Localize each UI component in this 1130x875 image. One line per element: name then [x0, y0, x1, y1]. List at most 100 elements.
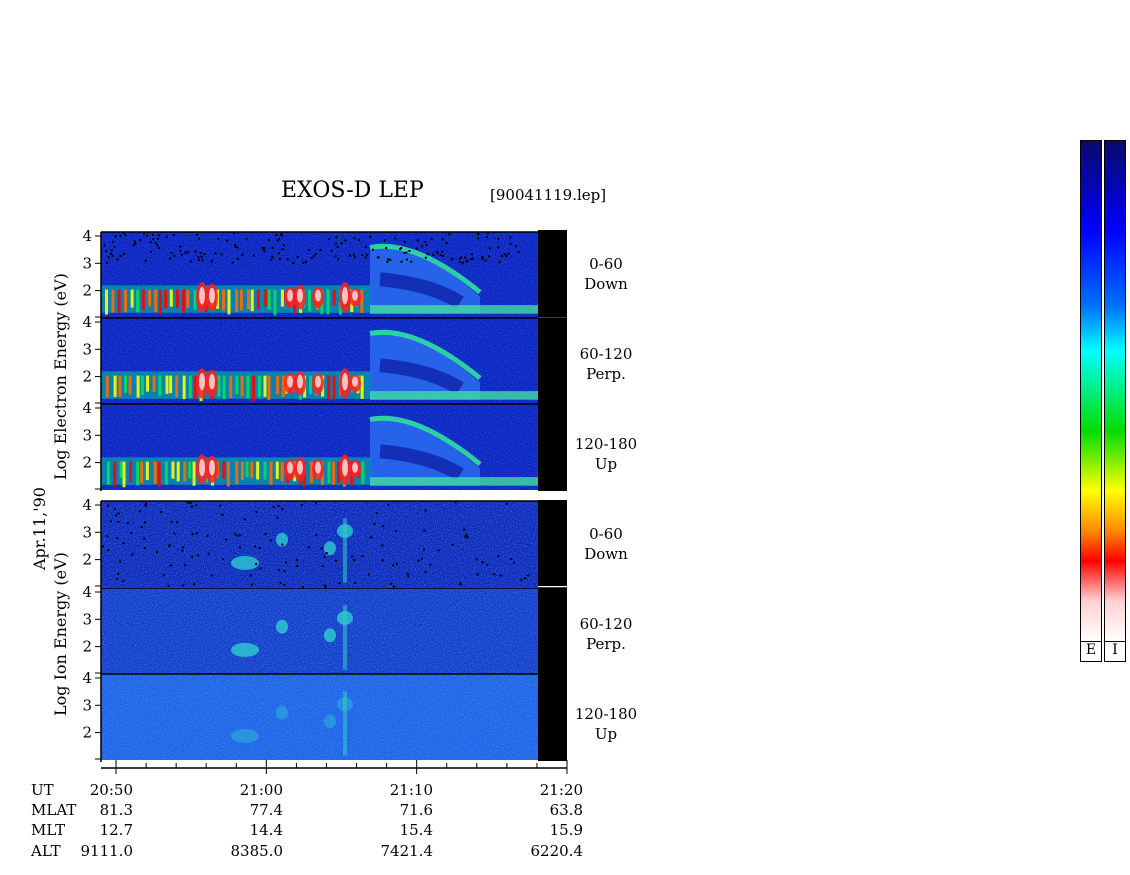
spectral-blob	[276, 375, 280, 395]
electron-ylabel: Log Electron Energy (eV)	[51, 273, 70, 480]
speck	[168, 545, 171, 548]
speck	[406, 572, 409, 575]
spectral-blob	[308, 289, 312, 312]
ion-ylabel: Log Ion Energy (eV)	[51, 552, 70, 716]
hot-spot-core	[315, 289, 321, 302]
speck	[122, 579, 125, 582]
y-tick-label: 4	[82, 399, 92, 417]
speck	[321, 564, 324, 567]
date-label: Apr.11,'90	[30, 487, 49, 570]
speck	[276, 516, 279, 519]
speck	[201, 259, 204, 262]
ephemeris-value: 7421.4	[380, 842, 434, 860]
speck	[132, 244, 135, 247]
speck	[464, 535, 467, 538]
electron-panel-2	[101, 403, 567, 491]
file-label: [90041119.lep]	[490, 186, 607, 204]
speck	[504, 253, 507, 256]
spectral-blob	[154, 289, 158, 313]
speck	[143, 521, 146, 524]
spectral-blob	[245, 461, 249, 478]
speck	[238, 534, 241, 537]
speck	[405, 258, 408, 261]
arc-gap	[379, 444, 464, 481]
speck	[181, 546, 184, 549]
ephemeris-value: 20:50	[89, 781, 133, 799]
speck	[181, 549, 184, 552]
speck	[400, 246, 403, 249]
speck	[466, 536, 469, 539]
speck	[497, 555, 500, 558]
spectral-blob	[136, 375, 140, 398]
spectral-blob	[263, 461, 267, 480]
speck	[131, 553, 134, 556]
speck	[416, 239, 419, 242]
speck	[149, 250, 152, 253]
speck	[497, 246, 500, 249]
panel-label-i2: 120-180 Up	[566, 704, 646, 744]
ion-panel-1	[101, 587, 567, 675]
speck	[376, 256, 379, 259]
spectral-blob	[267, 375, 271, 401]
spectral-blob	[281, 375, 285, 397]
speck	[203, 253, 206, 256]
speck	[195, 532, 198, 535]
speck	[461, 261, 464, 264]
speck	[389, 258, 392, 261]
speck	[283, 569, 286, 572]
speck	[465, 260, 468, 263]
speck	[143, 547, 146, 550]
speck	[124, 234, 127, 237]
speck	[276, 239, 279, 242]
speck	[422, 548, 425, 551]
speck	[327, 238, 330, 241]
speck	[385, 247, 388, 250]
spectral-blob	[227, 289, 231, 315]
ion-feature	[276, 532, 288, 547]
ion-streak	[343, 518, 347, 583]
colorbar-e-gradient	[1080, 140, 1102, 642]
speck	[470, 258, 473, 261]
colorbar-e: E	[1080, 140, 1102, 662]
group-gap	[101, 491, 567, 500]
speck	[197, 259, 200, 262]
spectral-blob	[235, 461, 239, 485]
speck	[143, 233, 146, 236]
speck	[340, 242, 343, 245]
speck	[243, 518, 246, 521]
speck	[111, 254, 114, 257]
speck	[119, 255, 122, 258]
axis-layer: 4 3 2 4 3 2 4 3 2 4 3 2 4 3 2 4 3 2	[82, 227, 568, 774]
spectral-blob	[361, 461, 365, 485]
speck	[517, 251, 520, 254]
speck	[430, 238, 433, 241]
speck	[170, 251, 173, 254]
low-energy-tail	[370, 391, 538, 400]
speck	[354, 581, 357, 584]
spectral-blob	[136, 461, 140, 486]
hot-spot-core	[287, 461, 293, 474]
ephemeris-value: 6220.4	[530, 842, 584, 860]
speck	[197, 554, 200, 557]
spectral-blob	[256, 461, 260, 480]
y-tick-label: 2	[82, 282, 92, 300]
speck	[337, 258, 340, 261]
speck	[283, 583, 286, 586]
speck	[278, 569, 281, 572]
y-tick-label: 2	[82, 724, 92, 742]
speck	[392, 564, 395, 567]
ephemeris-value: 12.7	[99, 821, 133, 839]
speck	[458, 582, 461, 585]
spectral-blob	[280, 289, 284, 307]
speck	[383, 239, 386, 242]
speck	[509, 242, 512, 245]
spectral-blob	[280, 461, 284, 482]
panel-noise	[101, 501, 538, 587]
speck	[488, 247, 491, 250]
spectral-blob	[158, 289, 162, 315]
speck	[272, 506, 275, 509]
speck	[104, 250, 107, 253]
spectral-blob	[169, 375, 173, 394]
hot-spot-core	[209, 287, 215, 304]
hot-spot-core	[342, 373, 348, 391]
